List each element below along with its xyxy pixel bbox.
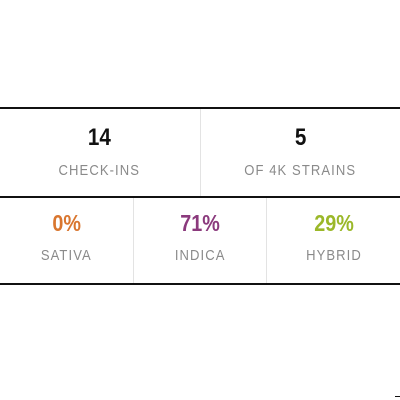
row-divider bbox=[0, 196, 400, 198]
hybrid-stat: 29% HYBRID bbox=[266, 198, 400, 283]
corner-mark bbox=[395, 396, 400, 397]
sativa-label: SATIVA bbox=[40, 248, 92, 264]
stats-panel: 14 CHECK-INS 5 OF 4K STRAINS 0% SATIVA 7… bbox=[0, 107, 400, 285]
indica-value: 71% bbox=[180, 210, 220, 236]
bottom-rule bbox=[0, 283, 400, 285]
strains-value: 5 bbox=[294, 124, 306, 151]
hybrid-label: HYBRID bbox=[305, 248, 362, 264]
checkins-label: CHECK-INS bbox=[58, 163, 141, 179]
sativa-stat: 0% SATIVA bbox=[0, 198, 133, 283]
checkins-stat: 14 CHECK-INS bbox=[0, 109, 200, 196]
top-rule bbox=[0, 107, 400, 109]
checkins-value: 14 bbox=[88, 124, 112, 151]
indica-label: INDICA bbox=[174, 248, 226, 264]
hybrid-value: 29% bbox=[313, 210, 354, 236]
sativa-value: 0% bbox=[52, 210, 81, 236]
strains-label: OF 4K STRAINS bbox=[244, 163, 357, 179]
summary-row: 14 CHECK-INS 5 OF 4K STRAINS bbox=[0, 109, 400, 196]
strains-stat: 5 OF 4K STRAINS bbox=[199, 109, 400, 196]
type-breakdown-row: 0% SATIVA 71% INDICA 29% HYBRID bbox=[0, 198, 400, 283]
indica-stat: 71% INDICA bbox=[132, 198, 267, 283]
